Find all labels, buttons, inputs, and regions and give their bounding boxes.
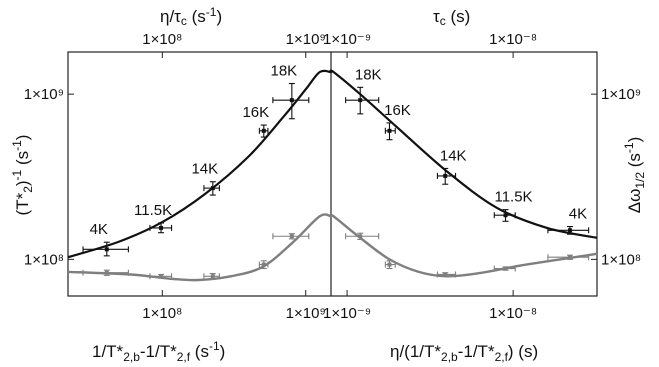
data-point [272,233,310,240]
data-point [547,225,590,235]
temperature-label: 18K [270,63,297,80]
fit-curve-black-right [329,69,598,239]
plot-frame [67,51,598,297]
data-point [258,124,269,138]
x-tick-label-bottom: 1×10⁸ [142,305,182,322]
bottom-left-axis-title: 1/T*2,b-1/T*2,f (s-1) [92,339,225,364]
left-y-axis-title: (T*2)-1 (s-1) [10,135,35,216]
data-point [436,167,457,185]
y-tick-label-left: 1×10⁸ [24,251,64,268]
y-tick-label-right: 1×10⁸ [601,251,641,268]
data-point [436,271,457,278]
data-point [203,181,220,196]
bottom-right-axis-title: η/(1/T*2,b-1/T*2,f) (s) [390,342,538,364]
svg-text:(T*2)-1 (s-1): (T*2)-1 (s-1) [10,135,35,216]
data-point [493,209,516,222]
data-point [272,82,310,120]
x-tick-label-top: 1×10⁻⁸ [489,31,537,48]
x-tick-label-bottom: 1×10⁻⁸ [489,305,537,322]
temperature-label: 14K [191,161,218,178]
data-point [493,265,516,272]
x-tick-label-bottom: 1×10⁻⁹ [323,305,371,322]
data-point [258,260,269,270]
fit-curve-black-left [67,69,332,259]
fit-curve-layer [67,69,598,282]
x-tick-label-top: 1×10⁹ [286,31,326,48]
data-point [149,273,173,280]
fit-curve-gray-right [329,213,598,278]
top-left-axis-title: η/τc (s-1) [160,5,222,28]
temperature-label: 4K [90,221,108,238]
data-point [82,269,129,276]
data-point [384,260,396,270]
x-tick-label-top: 1×10⁻⁹ [323,31,371,48]
temperature-label: 4K [569,206,587,223]
data-point [547,254,590,261]
temperature-label: 18K [355,66,382,83]
temperature-label: 16K [242,104,269,121]
fit-curve-gray-left [67,213,332,282]
x-tick-label-top: 1×10⁸ [142,31,182,48]
x-tick-label-bottom: 1×10⁹ [286,305,326,322]
svg-text:Δω1/2 (s-1): Δω1/2 (s-1) [622,137,647,214]
data-point [149,222,173,234]
data-point [345,86,380,115]
temperature-label: 16K [384,102,411,119]
data-point-layer [82,82,590,280]
data-point [82,241,129,257]
temperature-label: 14K [440,147,467,164]
right-y-axis-title: Δω1/2 (s-1) [622,137,647,214]
temperature-label: 11.5K [494,189,532,206]
data-point [203,273,220,280]
y-tick-label-left: 1×10⁹ [24,86,64,103]
data-point [384,122,396,141]
y-tick-label-right: 1×10⁹ [601,86,641,103]
data-label-layer: 4K 11.5K 14K 16K 18K 18K 16K 14K 11.5K 4K [90,63,588,239]
top-right-axis-title: τc (s) [433,7,470,28]
temperature-label: 11.5K [134,202,172,219]
data-point [345,232,380,240]
